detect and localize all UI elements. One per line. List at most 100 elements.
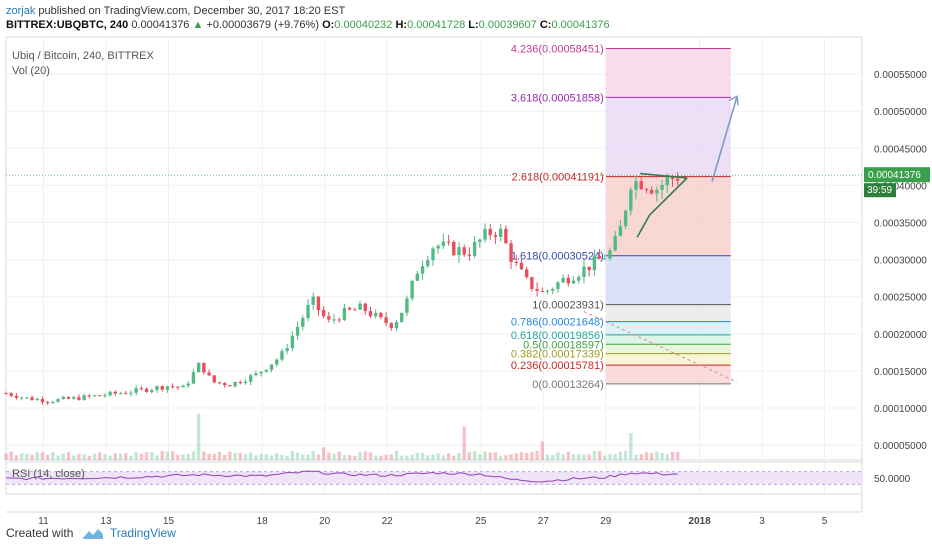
candle-body — [176, 386, 180, 388]
author-link[interactable]: zorjak — [6, 5, 36, 17]
volume-bar — [45, 454, 50, 460]
volume-bar — [389, 454, 393, 460]
candle-body — [327, 316, 331, 320]
volume-bar — [217, 451, 222, 460]
candle-body — [519, 262, 524, 270]
candle-body — [665, 177, 669, 186]
candle-body — [514, 261, 518, 263]
volume-bar — [400, 455, 404, 460]
candle-body — [566, 277, 571, 284]
volume-bar — [608, 454, 612, 460]
volume-bar — [238, 452, 242, 460]
candle-body — [228, 385, 232, 387]
candle-body — [275, 359, 279, 365]
x-tick-label: 25 — [475, 516, 487, 527]
candle-body — [670, 177, 675, 179]
trend-line-triangle-bottom — [648, 177, 688, 216]
candle-body — [139, 388, 144, 390]
volume-bar — [483, 451, 487, 460]
candle-body — [608, 250, 612, 259]
volume-bar — [207, 453, 211, 460]
volume-bar — [196, 413, 201, 460]
volume-bar — [603, 455, 607, 460]
candle-body — [87, 395, 92, 397]
candle-body — [353, 309, 357, 311]
candle-body — [561, 277, 565, 283]
volume-bar — [545, 454, 550, 460]
candle-body — [202, 362, 206, 373]
volume-bar — [566, 451, 571, 460]
volume-bar — [139, 453, 144, 460]
candle-body — [264, 369, 269, 372]
candle-body — [405, 298, 409, 313]
fib-level-label: 0(0.00013264) — [532, 379, 604, 391]
volume-bar — [655, 451, 659, 460]
candle-body — [634, 181, 638, 190]
candle-body — [483, 228, 487, 240]
candle-body — [311, 296, 315, 305]
footer: Created with TradingView — [6, 526, 176, 540]
candle-body — [124, 393, 128, 395]
volume-bar — [327, 452, 331, 460]
high-label: H: — [395, 19, 408, 31]
candle-body — [98, 395, 102, 397]
y-tick-label: 0.00005000 — [874, 441, 927, 452]
tradingview-brand[interactable]: TradingView — [109, 526, 176, 540]
volume-bar — [176, 454, 180, 460]
candle-body — [540, 290, 544, 292]
fib-band — [605, 48, 731, 98]
volume-bar — [613, 454, 617, 460]
last-price: 0.00041376 — [131, 19, 190, 31]
volume-bar — [306, 454, 310, 460]
candle-body — [582, 266, 586, 278]
volume-bar — [316, 454, 321, 460]
x-tick-label: 2018 — [688, 516, 711, 527]
volume-bar — [202, 451, 206, 460]
volume-bar — [30, 454, 34, 460]
candle-body — [113, 391, 118, 394]
volume-bar — [431, 454, 435, 460]
price-change: +0.00003679 (+9.76%) — [206, 19, 319, 31]
volume-bar — [587, 454, 591, 460]
volume-bar — [87, 455, 92, 460]
candle-body — [472, 241, 477, 256]
volume-bar — [129, 455, 133, 460]
volume-bar — [295, 452, 300, 460]
volume-bar — [504, 455, 508, 460]
volume-bar — [243, 454, 248, 460]
y-tick-label: 0.00035000 — [874, 219, 927, 230]
volume-bar — [420, 452, 425, 460]
volume-bar — [14, 455, 19, 460]
volume-bar — [363, 451, 367, 460]
volume-bar — [51, 452, 55, 460]
volume-bar — [446, 453, 451, 460]
rsi-line — [5, 470, 678, 483]
candle-body — [535, 288, 539, 291]
candle-body — [415, 273, 420, 281]
volume-bar — [410, 454, 414, 460]
candle-body — [436, 245, 440, 249]
candle-body — [9, 393, 13, 396]
volume-bar — [9, 451, 13, 460]
y-tick-label: 0.00025000 — [874, 293, 927, 304]
volume-bar — [35, 451, 39, 460]
volume-bar — [285, 455, 289, 460]
volume-bar — [113, 453, 118, 460]
volume-bar — [290, 450, 295, 460]
volume-bar — [379, 455, 383, 460]
candle-body — [212, 375, 216, 383]
volume-bar — [56, 455, 60, 460]
candle-body — [556, 282, 560, 289]
volume-bar — [353, 455, 357, 460]
x-tick-label: 13 — [100, 516, 112, 527]
x-tick-label: 18 — [257, 516, 269, 527]
candle-body — [498, 228, 503, 237]
volume-bar — [191, 451, 196, 460]
volume-bar — [98, 452, 102, 460]
candle-body — [530, 277, 534, 289]
candle-body — [61, 397, 65, 400]
fib-level-label: 1.618(0.00030524) — [511, 251, 604, 263]
volume-bar — [25, 453, 29, 460]
candle-body — [196, 362, 201, 373]
